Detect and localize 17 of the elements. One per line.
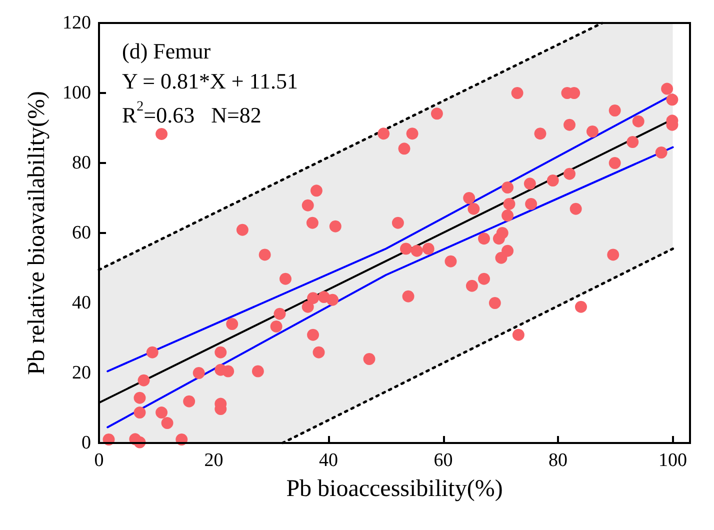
y-tick-label: 0 — [82, 432, 91, 454]
y-axis-title: Pb relative bioavailability(%) — [24, 91, 50, 375]
y-tick-label: 20 — [72, 362, 91, 384]
x-tick-label: 60 — [434, 450, 453, 471]
annotation: (d) Femur — [122, 38, 212, 64]
x-tick-label: 40 — [319, 450, 338, 471]
y-tick-label: 100 — [62, 82, 91, 104]
annotation: Y = 0.81*X + 11.51 — [122, 68, 298, 94]
x-axis-title: Pb bioaccessibility(%) — [286, 476, 503, 502]
y-tick-label: 80 — [72, 152, 91, 174]
y-tick-label: 60 — [72, 222, 91, 244]
x-tick-label: 100 — [658, 450, 688, 471]
x-tick-label: 20 — [204, 450, 224, 471]
y-tick-label: 40 — [72, 292, 91, 314]
x-tick-label: 0 — [94, 450, 104, 471]
x-tick-label: 80 — [548, 450, 568, 471]
y-tick-label: 120 — [62, 12, 91, 34]
